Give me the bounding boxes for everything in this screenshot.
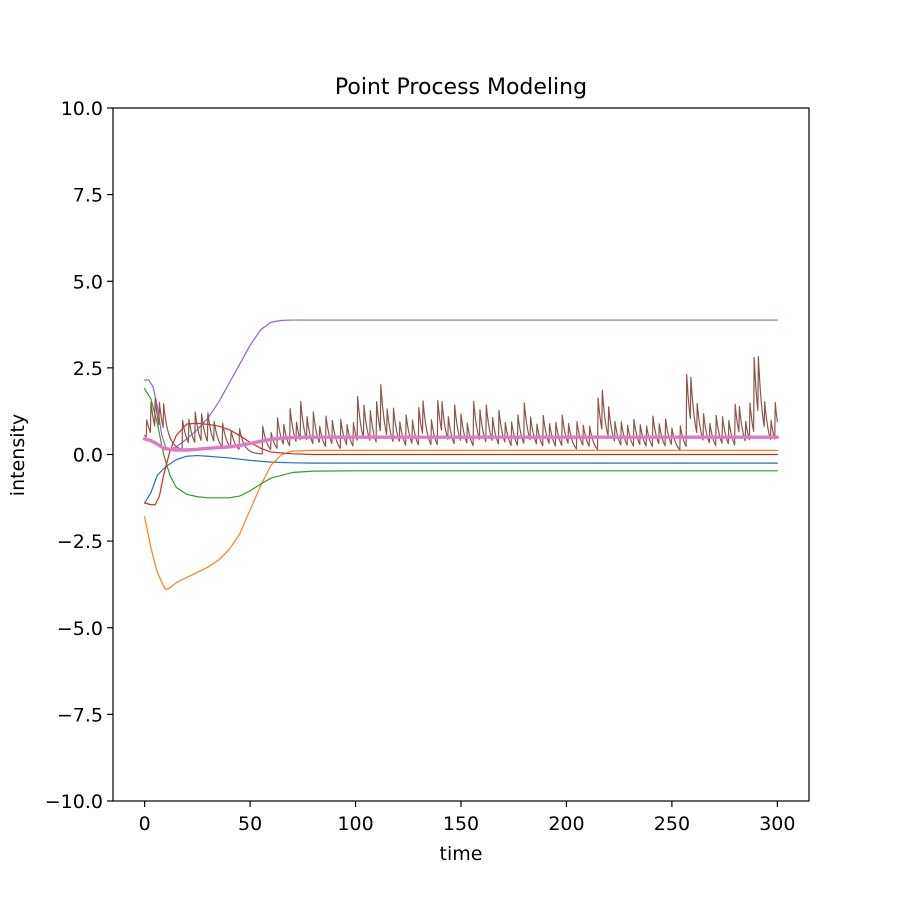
y-tick-label: 7.5 [73,185,103,207]
y-tick-label: −5.0 [57,618,103,640]
x-axis-label: time [440,843,483,865]
x-tick-label: 50 [238,813,262,835]
series-line-6 [144,355,778,455]
x-tick-label: 300 [759,813,795,835]
y-tick-label: −10.0 [45,791,103,813]
x-tick-label: 150 [443,813,479,835]
y-tick-label: 5.0 [73,271,103,293]
y-axis: −10.0 −7.5 −5.0 −2.5 0.0 2.5 5.0 7.5 10.0 [45,98,113,813]
series-line-3 [144,388,778,499]
chart-title: Point Process Modeling [335,75,587,100]
series-line-2 [144,449,778,591]
series-layer [142,319,780,591]
x-tick-label: 200 [548,813,584,835]
y-tick-label: −2.5 [57,531,103,553]
x-tick-label: 250 [654,813,690,835]
x-axis: 0 50 100 150 200 250 300 [139,801,795,835]
y-tick-label: 0.0 [73,445,103,467]
series-line-4 [144,422,778,506]
y-tick-label: 2.5 [73,358,103,380]
series-line-1 [144,454,778,504]
y-tick-label: 10.0 [61,98,103,120]
series-line-5 [144,319,778,450]
x-tick-label: 0 [139,813,151,835]
series-line-7 [142,435,780,452]
y-axis-label: intensity [7,414,29,496]
x-tick-label: 100 [337,813,373,835]
y-tick-label: −7.5 [57,704,103,726]
